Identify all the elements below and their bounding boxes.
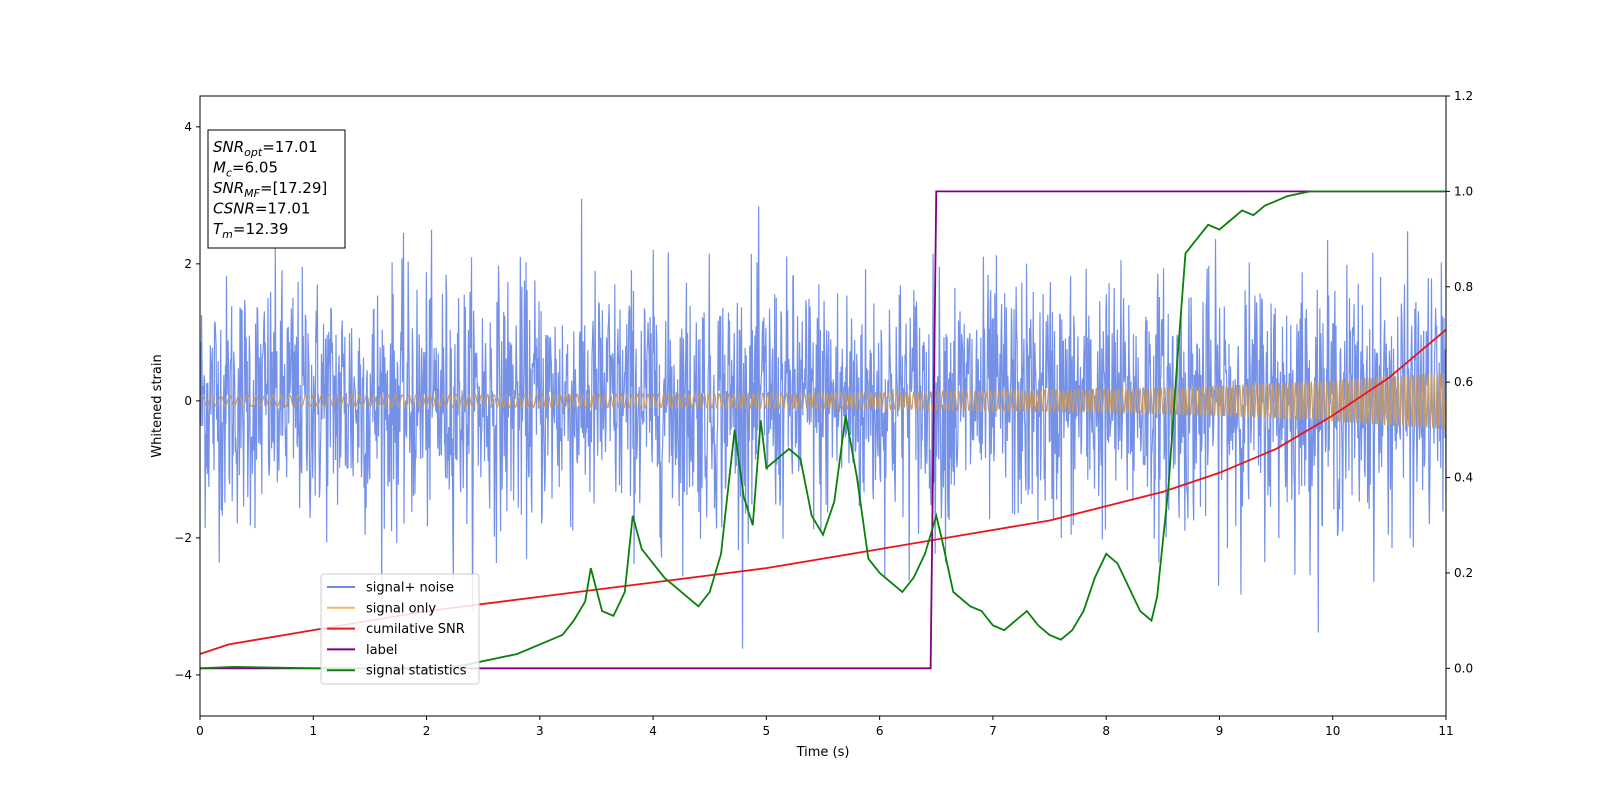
- signal-statisticsline: [199, 190, 1446, 670]
- right-tick-label: 0.8: [1454, 280, 1473, 294]
- x-tick-label: 2: [423, 724, 431, 738]
- stats-box: SNRopt=17.01Mc=6.05SNRMF=[17.29]CSNR=17.…: [207, 129, 346, 249]
- y-tick-label: 2: [184, 257, 192, 271]
- y-tick-label: 4: [184, 120, 192, 134]
- right-tick-label: 0.4: [1454, 471, 1473, 485]
- legend-label: cumilative SNR: [366, 622, 465, 637]
- x-tick-label: 4: [649, 724, 657, 738]
- right-tick-label: 0.0: [1454, 661, 1473, 675]
- signal-only-series: [199, 372, 1447, 430]
- x-tick-label: 7: [989, 724, 997, 738]
- legend-label: signal+ noise: [366, 581, 454, 596]
- legend: signal+ noise signal only cumilative SNR la…: [320, 573, 480, 685]
- right-axis-ticks: 0.0 0.2 0.4 0.6 0.8 1.0 1.2: [1446, 89, 1473, 675]
- x-tick-label: 8: [1102, 724, 1110, 738]
- y-axis-label: Whitened strain: [150, 354, 165, 457]
- x-tick-label: 3: [536, 724, 544, 738]
- stats-line: CSNR=17.01: [213, 200, 310, 218]
- stats-line: SNRMF=[17.29]: [213, 179, 327, 200]
- stats-line: Mc=6.05: [213, 159, 278, 180]
- right-tick-label: 1.0: [1454, 184, 1473, 198]
- signal-plus-noise-series: [199, 198, 1447, 649]
- x-tick-label: 10: [1325, 724, 1340, 738]
- legend-label: label: [366, 643, 397, 658]
- x-tick-label: 5: [763, 724, 771, 738]
- signal-plus-noise-line: [199, 198, 1447, 649]
- x-tick-label: 9: [1216, 724, 1224, 738]
- stats-line: SNRopt=17.01: [213, 138, 318, 159]
- right-axis-series: [199, 190, 1447, 670]
- y-tick-label: −4: [174, 668, 192, 682]
- x-tick-label: 1: [309, 724, 317, 738]
- legend-label: signal statistics: [366, 664, 467, 679]
- x-tick-label: 0: [196, 724, 204, 738]
- cumilative-snrline: [199, 329, 1447, 655]
- plot-frame: [199, 95, 1447, 717]
- legend-label: signal only: [366, 601, 436, 616]
- right-tick-label: 0.6: [1454, 375, 1473, 389]
- x-axis-ticks: 0 1 2 3 4 5 6 7 8 9 10 11: [196, 716, 1454, 738]
- x-tick-label: 6: [876, 724, 884, 738]
- y-tick-label: −2: [174, 531, 192, 545]
- right-tick-label: 1.2: [1454, 89, 1473, 103]
- stats-line: Tm=12.39: [213, 220, 288, 241]
- labelline: [200, 190, 1446, 670]
- x-tick-label: 11: [1438, 724, 1453, 738]
- y-axis-ticks: −4 −2 0 2 4: [174, 120, 200, 682]
- y-tick-label: 0: [184, 394, 192, 408]
- x-axis-label: Time (s): [796, 745, 850, 760]
- right-tick-label: 0.2: [1454, 566, 1473, 580]
- signal-only-line: [199, 372, 1447, 430]
